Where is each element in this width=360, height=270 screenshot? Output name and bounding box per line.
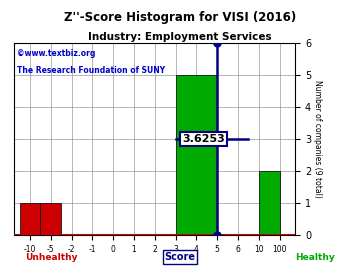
Text: 3.6253: 3.6253 [182, 134, 225, 144]
Text: Unhealthy: Unhealthy [25, 253, 78, 262]
Bar [176, 75, 217, 235]
Text: Z''-Score Histogram for VISI (2016): Z''-Score Histogram for VISI (2016) [64, 11, 296, 24]
Text: ©www.textbiz.org: ©www.textbiz.org [17, 49, 96, 58]
Bar [19, 203, 40, 235]
Y-axis label: Number of companies (9 total): Number of companies (9 total) [313, 80, 322, 198]
Text: Healthy: Healthy [295, 253, 335, 262]
Text: The Research Foundation of SUNY: The Research Foundation of SUNY [17, 66, 165, 75]
Text: Industry: Employment Services: Industry: Employment Services [88, 32, 272, 42]
Bar [40, 203, 61, 235]
Text: Score: Score [165, 252, 195, 262]
Bar [259, 171, 280, 235]
